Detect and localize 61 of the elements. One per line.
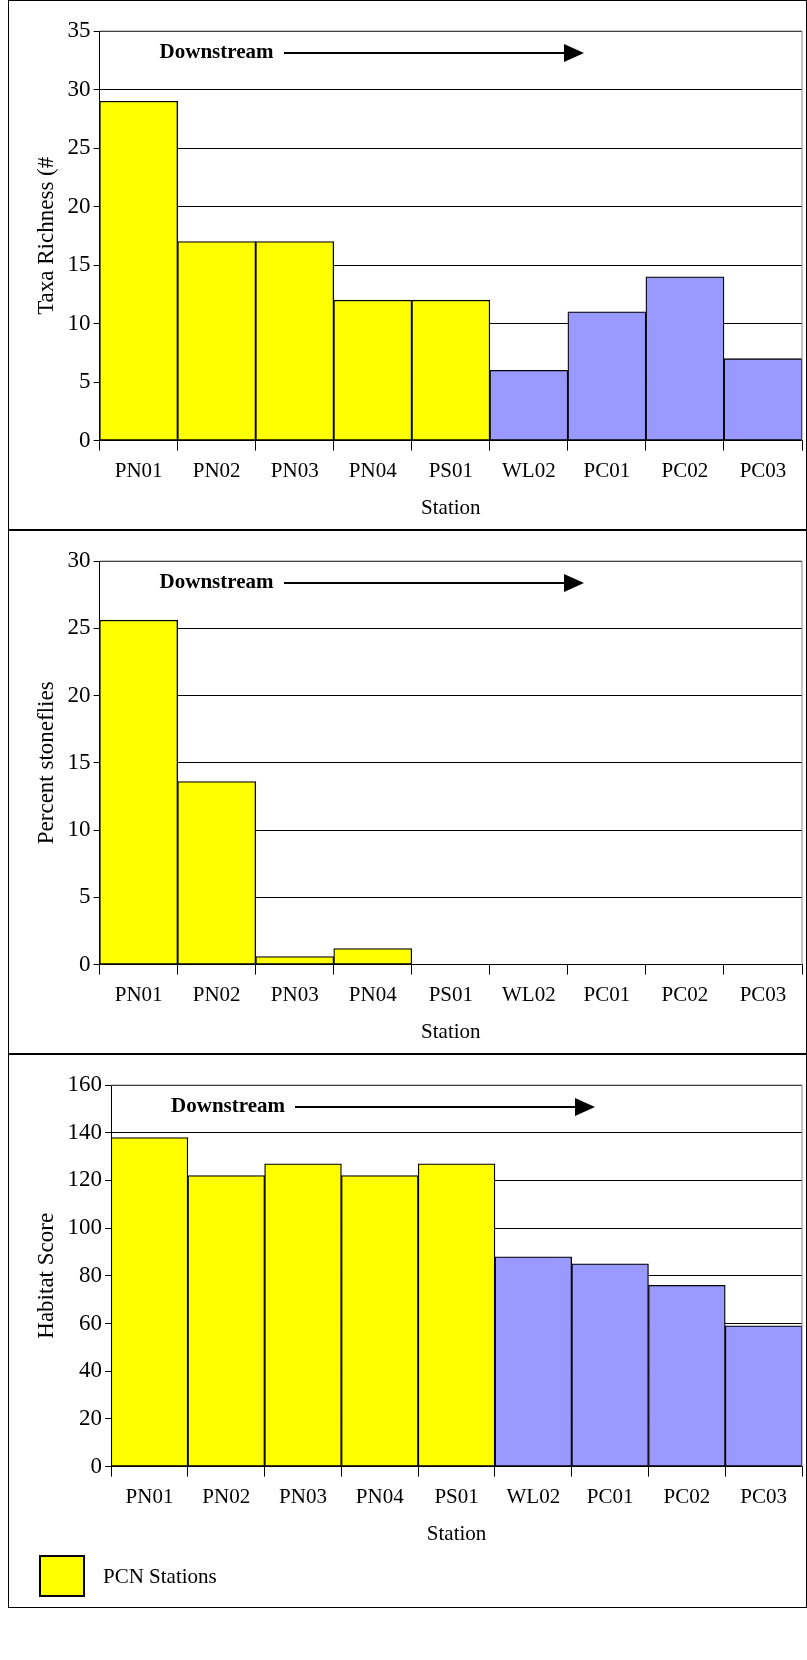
y-tick-label: 40 — [79, 1357, 103, 1383]
y-tick-label: 80 — [79, 1261, 103, 1287]
y-tick-label: 60 — [79, 1309, 103, 1335]
y-tick-label: 10 — [67, 309, 91, 335]
x-axis-title: Station — [421, 494, 482, 519]
y-tick-label: 35 — [67, 17, 91, 43]
y-tick-label: 25 — [67, 134, 91, 160]
x-tick-label: PC01 — [586, 1483, 634, 1508]
y-tick-label: 20 — [67, 681, 91, 707]
x-tick-label: PN03 — [279, 1483, 327, 1508]
x-tick-label: PC02 — [661, 981, 709, 1006]
x-tick-label: PN04 — [348, 457, 398, 482]
y-axis-title: Taxa Richness (# — [32, 156, 58, 315]
x-tick-label: PN01 — [125, 1483, 174, 1508]
y-tick-label: 5 — [79, 883, 91, 909]
x-tick-label: WL02 — [502, 457, 556, 482]
x-axis-title: Station — [421, 1018, 482, 1043]
y-tick-label: 20 — [67, 192, 91, 218]
x-tick-label: PN03 — [270, 457, 319, 482]
y-tick-label: 0 — [79, 426, 91, 452]
y-tick-label: 160 — [67, 1071, 103, 1097]
x-tick-label: PC03 — [739, 457, 787, 482]
x-tick-label: PS01 — [434, 1483, 479, 1508]
y-tick-label: 15 — [67, 251, 91, 277]
x-tick-label: PN03 — [270, 981, 319, 1006]
y-tick-label: 15 — [67, 748, 91, 774]
x-tick-label: PC03 — [739, 981, 787, 1006]
y-axis-title: Habitat Score — [32, 1212, 58, 1339]
y-tick-label: 0 — [90, 1452, 103, 1478]
x-tick-label: PN04 — [348, 981, 398, 1006]
y-tick-label: 140 — [67, 1118, 103, 1144]
x-tick-label: PN04 — [355, 1483, 405, 1508]
x-tick-label: PN01 — [114, 457, 163, 482]
text: PCN Stations — [103, 1563, 217, 1589]
x-tick-label: PS01 — [428, 457, 473, 482]
x-tick-label: PC03 — [740, 1483, 787, 1508]
x-tick-label: PN01 — [114, 981, 163, 1006]
x-tick-label: PS01 — [428, 981, 473, 1006]
y-tick-label: 30 — [67, 75, 91, 101]
x-tick-label: WL02 — [502, 981, 556, 1006]
y-tick-label: 100 — [67, 1214, 103, 1240]
y-axis-title: Percent stoneflies — [32, 681, 58, 845]
y-tick-label: 30 — [67, 547, 91, 573]
y-tick-label: 0 — [79, 950, 91, 976]
annotation: Downstream — [159, 39, 275, 64]
x-axis-title: Station — [426, 1520, 487, 1545]
annotation: Downstream — [171, 1093, 286, 1118]
y-tick-label: 25 — [67, 614, 91, 640]
x-tick-label: PN02 — [202, 1483, 251, 1508]
x-tick-label: PN02 — [192, 457, 241, 482]
y-tick-label: 5 — [79, 368, 91, 394]
x-tick-label: WL02 — [506, 1483, 561, 1508]
x-tick-label: PC02 — [661, 457, 709, 482]
y-tick-label: 120 — [67, 1166, 103, 1192]
x-tick-label: PC01 — [583, 981, 631, 1006]
y-tick-label: 20 — [79, 1404, 103, 1430]
x-tick-label: PN02 — [192, 981, 241, 1006]
annotation: Downstream — [159, 569, 275, 594]
x-tick-label: PC01 — [583, 457, 631, 482]
x-tick-label: PC02 — [663, 1483, 711, 1508]
y-tick-label: 10 — [67, 816, 91, 842]
